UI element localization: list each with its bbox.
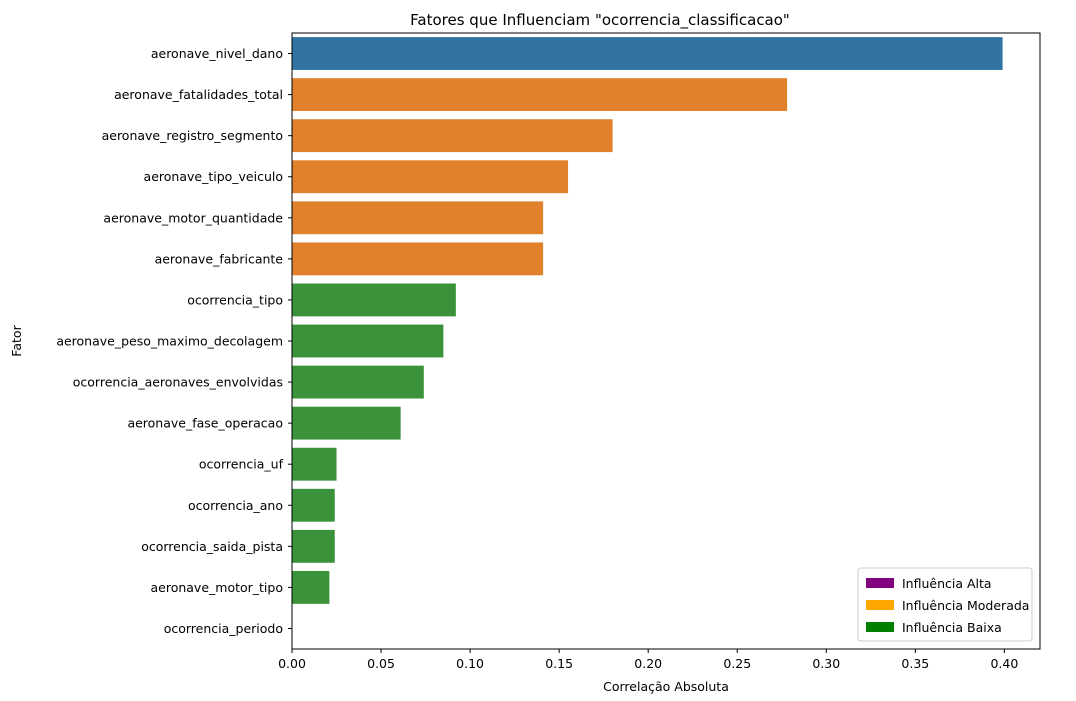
x-tick-label: 0.35 [901, 656, 929, 671]
legend-box [857, 567, 1033, 642]
bar-ocorrencia_tipo [292, 283, 456, 317]
legend-swatch [866, 578, 894, 588]
bar-aeronave_fabricante [292, 242, 544, 276]
legend-swatch [866, 600, 894, 610]
legend-label: Influência Moderada [902, 598, 1029, 613]
y-tick-label: ocorrencia_uf [199, 457, 284, 472]
x-axis-label: Correlação Absoluta [603, 679, 729, 694]
chart-title: Fatores que Influenciam "ocorrencia_clas… [410, 11, 790, 30]
legend-label: Influência Alta [902, 576, 992, 591]
y-tick-label: ocorrencia_saida_pista [141, 539, 283, 554]
x-tick-label: 0.30 [812, 656, 840, 671]
bar-aeronave_fase_operacao [292, 406, 401, 440]
x-tick-label: 0.10 [456, 656, 484, 671]
x-tick-label: 0.15 [545, 656, 573, 671]
y-tick-label: ocorrencia_aeronaves_envolvidas [73, 375, 283, 390]
y-tick-label: aeronave_tipo_veiculo [144, 169, 283, 184]
bars-layer [292, 37, 1003, 604]
bar-aeronave_registro_segmento [292, 119, 613, 153]
legend-swatch [866, 622, 894, 632]
bar-ocorrencia_uf [292, 447, 337, 481]
y-tick-label: aeronave_nivel_dano [151, 46, 283, 61]
bar-ocorrencia_aeronaves_envolvidas [292, 365, 424, 399]
bar-aeronave_motor_tipo [292, 570, 330, 604]
y-axis-label: Fator [9, 324, 24, 356]
x-tick-label: 0.40 [990, 656, 1018, 671]
y-tick-label: aeronave_motor_tipo [150, 580, 283, 595]
bar-aeronave_nivel_dano [292, 37, 1003, 70]
bar-aeronave_motor_quantidade [292, 201, 544, 235]
x-tick-label: 0.00 [278, 656, 306, 671]
bar-aeronave_fatalidades_total [292, 78, 788, 112]
y-tick-label: aeronave_fatalidades_total [114, 87, 283, 102]
bar-aeronave_peso_maximo_decolagem [292, 324, 444, 358]
legend-label: Influência Baixa [902, 620, 1002, 635]
bar-aeronave_tipo_veiculo [292, 160, 569, 194]
y-tick-label: aeronave_fase_operacao [127, 416, 283, 431]
x-tick-label: 0.25 [723, 656, 751, 671]
y-tick-label: aeronave_fabricante [155, 251, 284, 266]
y-tick-label: ocorrencia_tipo [187, 292, 283, 307]
y-axis: aeronave_nivel_dano aeronave_fatalidades_… [56, 46, 292, 636]
plot-frame [291, 32, 1041, 650]
y-tick-label: ocorrencia_periodo [164, 621, 283, 636]
y-tick-label: aeronave_motor_quantidade [103, 210, 283, 225]
y-tick-label: ocorrencia_ano [188, 498, 283, 513]
bar-ocorrencia_saida_pista [292, 529, 335, 563]
x-tick-label: 0.20 [634, 656, 662, 671]
legend: Influência Alta Influência Moderada Influê… [857, 567, 1033, 642]
x-axis: 0.00 0.05 0.10 0.15 0.20 0.25 0.30 0.35 0.40 [278, 649, 1018, 671]
bar-ocorrencia_ano [292, 488, 335, 522]
x-tick-label: 0.05 [367, 656, 395, 671]
y-tick-label: aeronave_registro_segmento [102, 128, 283, 143]
y-tick-label: aeronave_peso_maximo_decolagem [56, 334, 283, 349]
